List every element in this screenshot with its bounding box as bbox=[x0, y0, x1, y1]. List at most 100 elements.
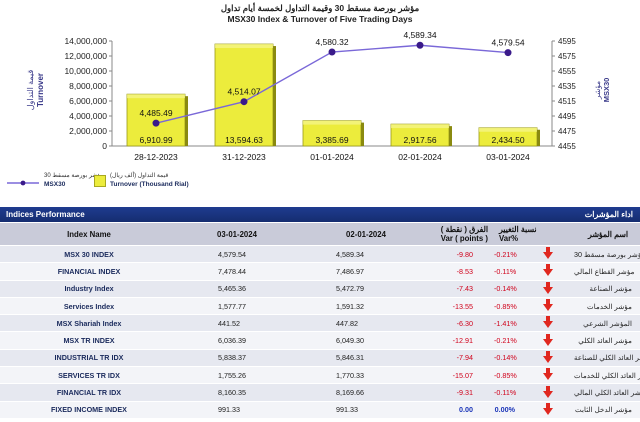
var-points-cell: 0.00 bbox=[436, 401, 491, 419]
left-tick-label: 0 bbox=[102, 141, 107, 151]
msx30-point bbox=[416, 41, 424, 49]
table-header-row: Index Name 03-01-2024 02-01-2024 الفرق (… bbox=[0, 223, 640, 246]
turnover-bar-highlight bbox=[391, 124, 449, 129]
trend-cell bbox=[525, 262, 571, 281]
right-tick-label: 4535 bbox=[558, 82, 576, 91]
right-axis-title: MSX30 bbox=[602, 78, 611, 103]
var-points-cell: -13.55 bbox=[436, 297, 491, 316]
var-points-cell: -9.31 bbox=[436, 383, 491, 402]
value-date1-cell: 7,478.44 bbox=[178, 262, 296, 281]
msx30-point bbox=[152, 119, 160, 127]
trend-cell bbox=[525, 280, 571, 298]
index-name-arabic-cell: مؤشر العائد الكلي للصناعة bbox=[571, 349, 640, 368]
x-tick-label: 03-01-2024 bbox=[486, 152, 530, 162]
value-date1-cell: 1,577.77 bbox=[178, 297, 296, 316]
col-header-var-points: الفرق ( نقطة ) Var ( points ) bbox=[436, 223, 491, 246]
value-date2-cell: 5,472.79 bbox=[296, 280, 436, 298]
col-header-var-pct-arabic: نسبة التغيير bbox=[499, 225, 537, 234]
var-points-cell: -7.43 bbox=[436, 280, 491, 298]
chart-title: MSX30 Index & Turnover of Five Trading D… bbox=[227, 14, 413, 24]
turnover-bar-highlight bbox=[479, 127, 537, 132]
index-name-arabic-cell: مؤشر القطاع المالي bbox=[571, 262, 640, 281]
chart-title-arabic: مؤشر بورصة مسقط 30 وقيمة التداول لخمسة أ… bbox=[220, 3, 420, 13]
chart-panel: مؤشر بورصة مسقط 30 وقيمة التداول لخمسة أ… bbox=[0, 0, 640, 196]
var-pct-cell: 0.00% bbox=[491, 401, 525, 419]
section-title: Indices Performance bbox=[6, 210, 85, 219]
value-date1-cell: 4,579.54 bbox=[178, 245, 296, 264]
right-axis-title-arabic: مؤشر bbox=[593, 81, 602, 100]
right-tick-label: 4495 bbox=[558, 112, 576, 121]
x-tick-label: 28-12-2023 bbox=[134, 152, 178, 162]
index-name-cell: Industry Index bbox=[0, 280, 178, 298]
value-date2-cell: 991.33 bbox=[296, 401, 436, 419]
turnover-bar-shade bbox=[537, 129, 540, 146]
index-name-cell: FINANCIAL TR IDX bbox=[0, 383, 178, 402]
table-row: FINANCIAL INDEX 7,478.44 7,486.97 -8.53 -0.1… bbox=[0, 262, 640, 281]
var-points-cell: -7.94 bbox=[436, 349, 491, 368]
turnover-data-label: 13,594.63 bbox=[225, 135, 263, 145]
col-header-var-points-arabic: الفرق ( نقطة ) bbox=[440, 225, 488, 234]
left-tick-label: 6,000,000 bbox=[69, 96, 107, 106]
trend-cell bbox=[525, 349, 571, 368]
table-row: FIXED INCOME INDEX 991.33 991.33 0.00 0.00% م… bbox=[0, 401, 640, 419]
arrow-down-icon bbox=[543, 247, 553, 260]
index-name-arabic-cell: مؤشر الصناعة bbox=[571, 280, 640, 298]
value-date1-cell: 5,838.37 bbox=[178, 349, 296, 368]
col-header-var-pct: نسبة التغيير Var% bbox=[491, 223, 571, 246]
msx30-line bbox=[155, 44, 509, 124]
indices-performance-header: Indices Performance اداء المؤشرات bbox=[0, 207, 640, 222]
col-header-date1: 03-01-2024 bbox=[178, 223, 296, 246]
arrow-down-icon bbox=[543, 368, 553, 381]
turnover-index-chart: 14,000,000 12,000,000 10,000,000 8,000,000 6… bbox=[26, 30, 611, 162]
table-row: Services Index 1,577.77 1,591.32 -13.55 -0.8… bbox=[0, 297, 640, 316]
index-name-cell: FINANCIAL INDEX bbox=[0, 262, 178, 281]
msx30-point bbox=[328, 48, 336, 56]
var-points-cell: -6.30 bbox=[436, 314, 491, 333]
value-date1-cell: 991.33 bbox=[178, 401, 296, 419]
turnover-bar bbox=[214, 43, 274, 147]
index-name-cell: MSX TR INDEX bbox=[0, 331, 178, 350]
index-name-cell: FIXED INCOME INDEX bbox=[0, 401, 178, 419]
value-date1-cell: 8,160.35 bbox=[178, 383, 296, 402]
left-axis-title-arabic: قيمة التداول bbox=[26, 70, 35, 111]
chart-legend: مؤشر بورصة مسقط 30 MSX30 قيمة التداول (أ… bbox=[0, 172, 640, 196]
arrow-down-icon bbox=[543, 264, 553, 277]
right-tick-label: 4555 bbox=[558, 67, 576, 76]
value-date1-cell: 441.52 bbox=[178, 314, 296, 333]
var-points-cell: -8.53 bbox=[436, 262, 491, 281]
table-row: MSX TR INDEX 6,036.39 6,049.30 -12.91 -0.21%… bbox=[0, 331, 640, 350]
x-tick-label: 02-01-2024 bbox=[398, 152, 442, 162]
right-tick-label: 4515 bbox=[558, 97, 576, 106]
right-tick-label: 4575 bbox=[558, 52, 576, 61]
index-name-arabic-cell: مؤشر الدخل الثابت bbox=[571, 401, 640, 419]
value-date1-cell: 5,465.36 bbox=[178, 280, 296, 298]
turnover-bar-highlight bbox=[127, 94, 185, 99]
legend-line-swatch bbox=[7, 180, 39, 186]
index-name-arabic-cell: مؤشر الخدمات bbox=[571, 297, 640, 316]
var-pct-cell: -0.14% bbox=[491, 349, 525, 368]
turnover-data-label: 6,910.99 bbox=[139, 135, 172, 145]
value-date2-cell: 6,049.30 bbox=[296, 331, 436, 350]
var-points-cell: -9.80 bbox=[436, 245, 491, 264]
indices-performance-table: Index Name 03-01-2024 02-01-2024 الفرق (… bbox=[0, 223, 640, 419]
col-header-date2: 02-01-2024 bbox=[296, 223, 436, 246]
value-date2-cell: 5,846.31 bbox=[296, 349, 436, 368]
col-header-arabic-name: اسم المؤشر bbox=[571, 223, 640, 246]
table-row: FINANCIAL TR IDX 8,160.35 8,169.66 -9.31 -0.… bbox=[0, 383, 640, 402]
index-name-arabic-cell: المؤشر الشرعي bbox=[571, 314, 640, 333]
trend-cell bbox=[525, 331, 571, 350]
left-tick-label: 8,000,000 bbox=[69, 81, 107, 91]
arrow-down-icon bbox=[543, 385, 553, 398]
index-name-arabic-cell: مؤشر بورصة مسقط 30 bbox=[571, 245, 640, 264]
var-pct-cell: -0.14% bbox=[491, 280, 525, 298]
var-points-cell: -12.91 bbox=[436, 331, 491, 350]
var-pct-cell: -0.85% bbox=[491, 366, 525, 385]
table-body: MSX 30 INDEX 4,579.54 4,589.34 -9.80 -0.21% م… bbox=[0, 245, 640, 419]
value-date2-cell: 7,486.97 bbox=[296, 262, 436, 281]
table-row: INDUSTRIAL TR IDX 5,838.37 5,846.31 -7.94 -0… bbox=[0, 349, 640, 368]
index-name-cell: MSX 30 INDEX bbox=[0, 245, 178, 264]
msx30-point bbox=[240, 98, 248, 106]
var-pct-cell: -0.85% bbox=[491, 297, 525, 316]
var-pct-cell: -1.41% bbox=[491, 314, 525, 333]
msx30-point bbox=[504, 49, 512, 57]
